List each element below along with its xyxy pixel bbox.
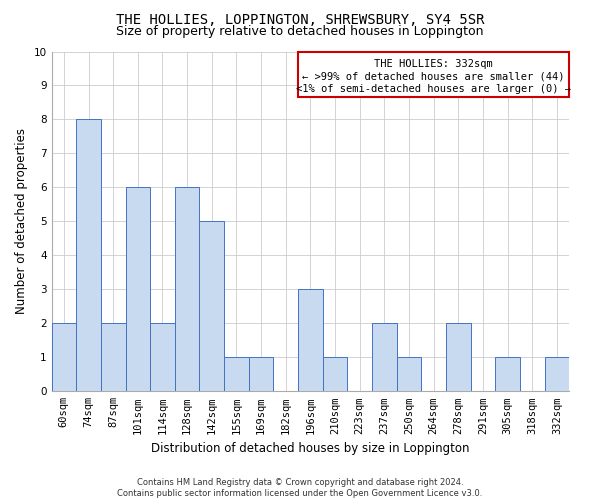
Text: ← >99% of detached houses are smaller (44): ← >99% of detached houses are smaller (4… bbox=[302, 72, 565, 82]
Bar bbox=[125, 188, 150, 392]
Bar bbox=[545, 358, 569, 392]
Bar bbox=[76, 120, 101, 392]
Y-axis label: Number of detached properties: Number of detached properties bbox=[15, 128, 28, 314]
Bar bbox=[249, 358, 274, 392]
X-axis label: Distribution of detached houses by size in Loppington: Distribution of detached houses by size … bbox=[151, 442, 470, 455]
Bar bbox=[52, 324, 76, 392]
FancyBboxPatch shape bbox=[298, 52, 569, 98]
Bar bbox=[224, 358, 249, 392]
Bar bbox=[175, 188, 199, 392]
Bar bbox=[496, 358, 520, 392]
Bar bbox=[101, 324, 125, 392]
Text: THE HOLLIES, LOPPINGTON, SHREWSBURY, SY4 5SR: THE HOLLIES, LOPPINGTON, SHREWSBURY, SY4… bbox=[116, 12, 484, 26]
Text: THE HOLLIES: 332sqm: THE HOLLIES: 332sqm bbox=[374, 60, 493, 70]
Bar bbox=[323, 358, 347, 392]
Text: Size of property relative to detached houses in Loppington: Size of property relative to detached ho… bbox=[116, 25, 484, 38]
Bar bbox=[446, 324, 470, 392]
Bar bbox=[199, 222, 224, 392]
Bar bbox=[150, 324, 175, 392]
Bar bbox=[397, 358, 421, 392]
Text: Contains HM Land Registry data © Crown copyright and database right 2024.
Contai: Contains HM Land Registry data © Crown c… bbox=[118, 478, 482, 498]
Text: <1% of semi-detached houses are larger (0) →: <1% of semi-detached houses are larger (… bbox=[296, 84, 571, 94]
Bar bbox=[298, 290, 323, 392]
Bar bbox=[372, 324, 397, 392]
